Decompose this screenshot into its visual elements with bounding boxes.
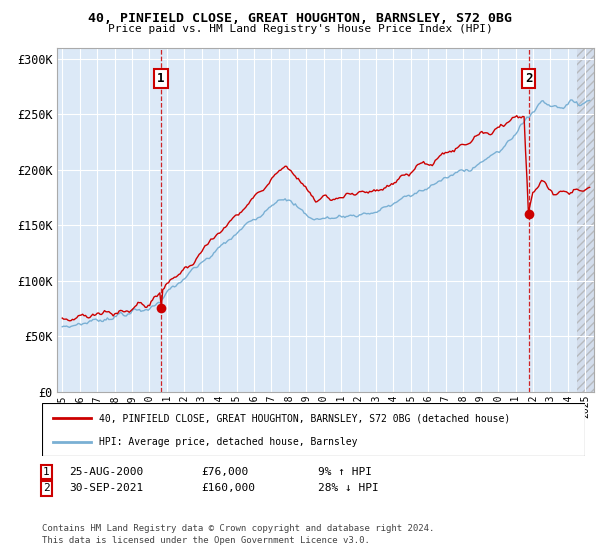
FancyBboxPatch shape: [42, 403, 585, 456]
Text: 1: 1: [157, 72, 164, 85]
Text: Price paid vs. HM Land Registry's House Price Index (HPI): Price paid vs. HM Land Registry's House …: [107, 24, 493, 34]
Text: 25-AUG-2000: 25-AUG-2000: [69, 467, 143, 477]
Bar: [577, 48, 594, 392]
Text: 40, PINFIELD CLOSE, GREAT HOUGHTON, BARNSLEY, S72 0BG: 40, PINFIELD CLOSE, GREAT HOUGHTON, BARN…: [88, 12, 512, 25]
Text: 1: 1: [43, 467, 50, 477]
Text: Contains HM Land Registry data © Crown copyright and database right 2024.
This d: Contains HM Land Registry data © Crown c…: [42, 524, 434, 545]
Text: £160,000: £160,000: [201, 483, 255, 493]
Text: 2: 2: [43, 483, 50, 493]
Text: HPI: Average price, detached house, Barnsley: HPI: Average price, detached house, Barn…: [99, 436, 358, 446]
Text: 40, PINFIELD CLOSE, GREAT HOUGHTON, BARNSLEY, S72 0BG (detached house): 40, PINFIELD CLOSE, GREAT HOUGHTON, BARN…: [99, 413, 510, 423]
Text: £76,000: £76,000: [201, 467, 248, 477]
Text: 28% ↓ HPI: 28% ↓ HPI: [318, 483, 379, 493]
Text: 2: 2: [525, 72, 532, 85]
Text: 30-SEP-2021: 30-SEP-2021: [69, 483, 143, 493]
Text: 9% ↑ HPI: 9% ↑ HPI: [318, 467, 372, 477]
